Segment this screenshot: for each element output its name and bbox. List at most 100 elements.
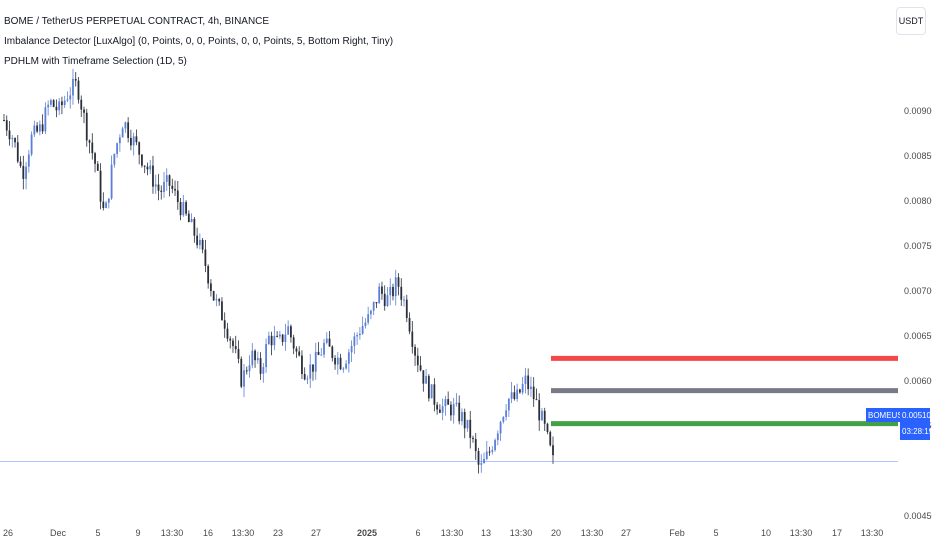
candle-body [458,402,461,422]
candle-body [118,137,121,144]
candle-body [201,239,204,250]
candle-body [176,190,179,203]
currency-button[interactable]: USDT [896,7,926,35]
candle-body [317,351,320,355]
candle-body [378,286,381,304]
candle-body [47,104,50,108]
candle-body [83,109,85,113]
x-tick-label: 13:30 [581,528,604,538]
candle-body [386,295,389,307]
time-axis[interactable]: 26 Dec 5 9 13:30 16 13:30 23 27 2025 6 13:30 13 13:30… [3,528,883,538]
candle-body [105,202,107,208]
candle-body [8,130,11,140]
candle-body [80,99,83,110]
candle-body [273,335,276,346]
candle-body [107,198,110,203]
y-tick-label: 0.006000 [904,376,932,386]
candle-body [336,357,339,365]
x-tick-label: 23 [273,528,283,538]
candle-body [292,337,295,349]
candle-body [507,398,510,411]
candle-body [58,101,61,111]
candle-body [55,106,58,111]
candle-body [207,266,210,284]
candle-body [361,326,364,334]
candle-body [171,185,174,189]
candle-body [27,154,30,167]
candle-body [30,134,33,155]
candle-body [389,286,392,296]
indicator-imbalance[interactable]: Imbalance Detector [LuxAlgo] (0, Points,… [4,36,394,47]
candle-body [187,213,190,223]
candle-body [474,439,477,452]
candle-body [182,202,185,216]
candle-body [61,101,63,106]
candle-body [347,352,350,364]
candle-body [91,142,94,154]
candle-body [69,95,72,100]
candle-body [143,165,146,167]
candle-body [358,333,361,336]
price-tag-symbol-box [866,408,900,422]
candle-body [433,384,436,405]
candle-body [303,374,306,380]
candle-body [72,78,74,96]
candle-body [163,181,165,192]
chart-legend: BOME / TetherUS PERPETUAL CONTRACT, 4h, … [4,12,393,72]
candle-body [513,392,516,399]
candle-body [265,344,267,368]
candle-body [414,346,416,356]
candle-body [165,175,168,182]
x-tick-label: 27 [621,528,631,538]
y-tick-label: 0.008000 [904,196,932,206]
candle-body [63,100,66,106]
candle-body [110,164,113,199]
candle-body [196,235,199,246]
y-tick-label: 0.006500 [904,331,932,341]
candle-body [480,463,483,465]
x-tick-label: 2025 [357,528,377,538]
price-tag-countdown: 03:28:19 [902,427,932,436]
candle-body [149,165,152,170]
candle-body [130,137,132,146]
candle-body [226,328,229,339]
x-tick-label: 5 [95,528,100,538]
candle-body [538,400,541,421]
candle-body [22,165,25,179]
candle-body [521,383,524,393]
candle-body [364,322,367,327]
x-tick-label: 13 [481,528,491,538]
candle-body [334,357,336,365]
candle-body [419,365,422,371]
candle-body [541,410,543,421]
candle-body [221,301,223,321]
candle-body [243,370,245,387]
candle-body [543,410,546,424]
candle-body [518,389,521,393]
candle-body [218,299,221,302]
x-tick-label: Feb [669,528,685,538]
x-tick-label: 13:30 [161,528,184,538]
candle-body [452,404,455,416]
candle-body [392,286,394,297]
candle-body [36,125,39,132]
symbol-title[interactable]: BOME / TetherUS PERPETUAL CONTRACT, 4h, … [4,16,270,27]
indicator-pdhlm[interactable]: PDHLM with Timeframe Selection (1D, 5) [4,56,187,67]
candle-body [121,128,124,138]
candle-body [312,364,314,372]
candle-body [505,410,508,417]
candle-body [494,440,496,451]
candle-body [185,202,187,214]
candle-body [485,451,488,459]
levels-layer [551,355,898,427]
y-tick-label: 0.007000 [904,286,932,296]
candle-body [212,291,215,301]
candle-body [5,120,8,131]
candle-body [146,166,149,170]
candle-body [306,378,309,380]
price-axis[interactable]: 0.0045000.0055000.0060000.0065000.007000… [904,106,932,521]
candle-body [179,202,182,216]
x-tick-label: 10 [761,528,771,538]
candle-body [270,335,273,346]
